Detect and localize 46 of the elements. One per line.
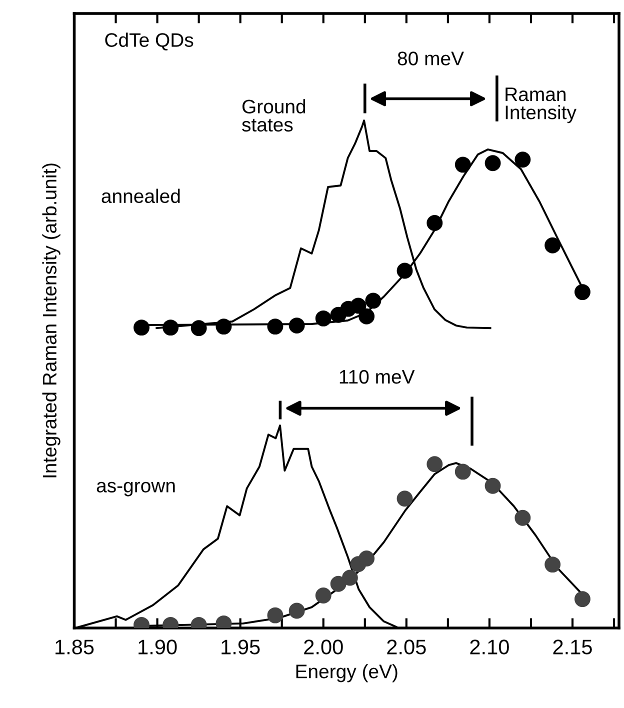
point: [216, 318, 232, 335]
point: [288, 602, 305, 619]
point: [134, 320, 150, 336]
point: [396, 490, 413, 507]
point: [484, 478, 501, 494]
text: 1.90: [138, 640, 177, 654]
point: [514, 510, 531, 526]
point: [454, 464, 471, 480]
x-tick-label: 1.85: [56, 640, 94, 654]
text: 2.00: [304, 640, 343, 654]
point: [574, 591, 590, 608]
x-tick-label: 2.15: [553, 640, 592, 654]
y-axis-title: Integrated Raman Intensity (arb.unit): [42, 164, 60, 478]
point: [426, 456, 443, 472]
point: [544, 237, 561, 254]
text: CdTe QDs: [105, 32, 194, 50]
point: [190, 320, 207, 336]
point: [484, 155, 501, 172]
x-tick-label: 2.05: [387, 640, 426, 654]
point: [514, 152, 531, 168]
point: [267, 318, 284, 335]
point: [315, 588, 332, 604]
annotation: as-grown: [96, 482, 175, 496]
annotation: Raman Intensity: [506, 88, 576, 124]
point: [267, 607, 284, 624]
point: [574, 284, 590, 300]
point: [358, 308, 375, 324]
point: [396, 262, 413, 279]
point: [358, 550, 375, 566]
point: [342, 570, 358, 586]
point: [162, 320, 179, 336]
text: 2.10: [470, 640, 509, 654]
point: [426, 215, 443, 232]
point: [365, 292, 382, 309]
point: [315, 310, 332, 326]
point: [288, 318, 305, 334]
annotation: Ground states: [242, 99, 306, 132]
annotation: annealed: [102, 188, 180, 204]
point: [454, 156, 471, 173]
point: [350, 298, 366, 314]
text: 80 meV: [398, 52, 464, 66]
x-tick-label: 1.95: [222, 640, 260, 654]
point: [330, 576, 346, 592]
x-axis-title: Energy (eV): [296, 664, 398, 682]
annotation: 110 meV: [340, 370, 415, 384]
point: [544, 556, 561, 573]
